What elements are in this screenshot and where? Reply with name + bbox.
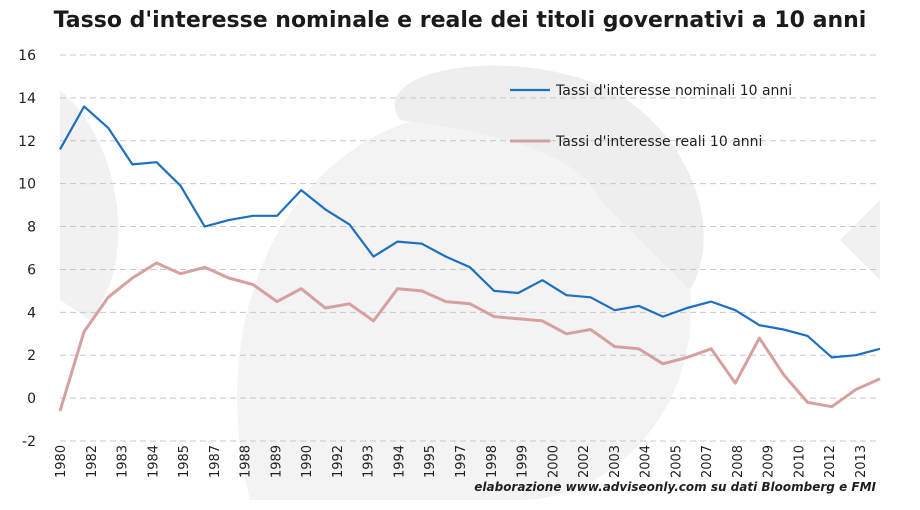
x-tick-label: 2000: [546, 445, 561, 478]
x-tick-label: 1982: [85, 445, 100, 478]
x-tick-label: 2005: [669, 445, 684, 478]
y-axis: -2 0 2 4 6 8 10 12 14 16: [18, 48, 36, 450]
y-tick-label: 2: [27, 348, 36, 364]
x-tick-label: 1983: [116, 445, 131, 478]
watermark-shape: [60, 90, 119, 320]
y-tick-label: 8: [27, 220, 36, 236]
legend-label: Tassi d'interesse reali 10 anni: [555, 134, 762, 150]
x-tick-label: 1984: [146, 445, 161, 478]
x-tick-label: 1995: [423, 445, 438, 478]
x-tick-label: 1997: [454, 445, 469, 478]
legend-label: Tassi d'interesse nominali 10 anni: [555, 83, 792, 99]
y-tick-label: 10: [18, 177, 36, 193]
gridlines: [60, 54, 880, 442]
x-tick-label: 2002: [577, 445, 592, 478]
x-tick-label: 2013: [854, 445, 869, 478]
x-tick-label: 2010: [792, 445, 807, 478]
source-note: elaborazione www.adviseonly.com su dati …: [474, 480, 876, 494]
x-tick-label: 1990: [300, 445, 315, 478]
x-tick-label: 1998: [485, 445, 500, 478]
watermark-logo: [60, 65, 880, 500]
chart-title: Tasso d'interesse nominale e reale dei t…: [53, 8, 867, 33]
y-tick-label: 0: [27, 391, 36, 407]
legend: Tassi d'interesse nominali 10 anni Tassi …: [510, 83, 792, 150]
y-tick-label: 6: [27, 262, 36, 278]
x-tick-label: 1980: [54, 445, 69, 478]
x-tick-label: 2008: [731, 445, 746, 478]
x-tick-label: 1985: [177, 445, 192, 478]
x-tick-label: 2004: [639, 445, 654, 478]
x-tick-label: 1989: [269, 445, 284, 478]
series-lines: [58, 105, 881, 412]
y-tick-label: 12: [18, 134, 36, 150]
y-tick-label: -2: [22, 434, 36, 450]
y-tick-label: 16: [18, 48, 36, 64]
x-tick-label: 2009: [762, 445, 777, 478]
x-tick-label: 1987: [208, 445, 223, 478]
x-tick-label: 1994: [392, 445, 407, 478]
x-axis: 1980 1982 1983 1984 1985 1987 1988 1989 1990 1992…: [54, 445, 869, 478]
watermark-shape: [394, 65, 704, 290]
x-tick-label: 2007: [700, 445, 715, 478]
x-tick-label: 1992: [331, 445, 346, 478]
x-tick-label: 1993: [362, 445, 377, 478]
x-tick-label: 1988: [239, 445, 254, 478]
x-tick-label: 2012: [823, 445, 838, 478]
x-tick-label: 1999: [516, 445, 531, 478]
watermark-shape: [840, 200, 880, 280]
y-tick-label: 14: [18, 91, 36, 107]
y-tick-label: 4: [27, 305, 36, 321]
x-tick-label: 2003: [608, 445, 623, 478]
